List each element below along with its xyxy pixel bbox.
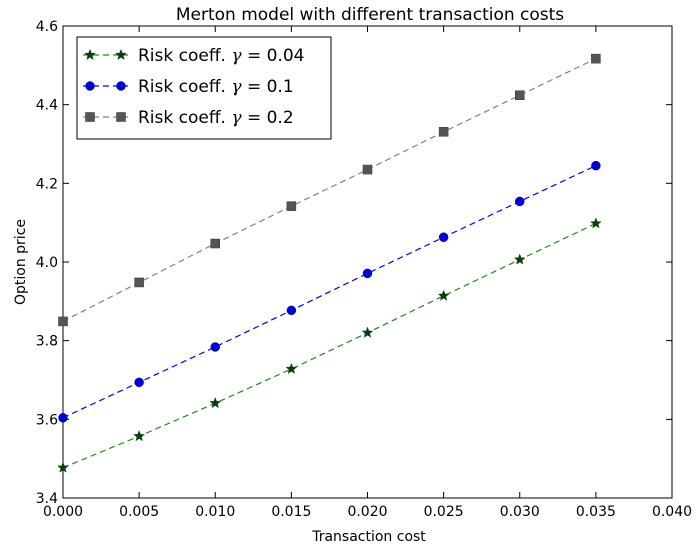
series-lines bbox=[62, 58, 597, 469]
data-point bbox=[515, 90, 525, 100]
legend-label-prefix: Risk coeff. bbox=[138, 108, 231, 128]
x-tick-label: 0.035 bbox=[576, 504, 616, 520]
legend-label-suffix: = 0.2 bbox=[242, 108, 294, 128]
series-markers bbox=[57, 53, 602, 473]
x-tick-label: 0.030 bbox=[500, 504, 540, 520]
data-point bbox=[362, 164, 373, 175]
data-point bbox=[210, 238, 220, 249]
data-point bbox=[438, 232, 449, 242]
x-tick-label: 0.040 bbox=[652, 504, 692, 520]
legend-label: Risk coeff. γ = 0.1 bbox=[138, 77, 294, 97]
data-point bbox=[285, 362, 298, 375]
legend-label: Risk coeff. γ = 0.2 bbox=[138, 108, 294, 128]
y-tick-label: 4.0 bbox=[36, 255, 58, 271]
data-point bbox=[589, 217, 602, 229]
legend-marker-end bbox=[116, 81, 126, 91]
x-tick-label: 0.010 bbox=[195, 504, 235, 520]
data-point bbox=[515, 196, 525, 207]
data-point bbox=[134, 277, 144, 288]
data-point bbox=[438, 127, 449, 137]
y-tick-label: 4.4 bbox=[36, 98, 58, 114]
data-point bbox=[57, 461, 69, 473]
x-tick-label: 0.025 bbox=[424, 504, 464, 520]
data-point bbox=[513, 253, 526, 265]
y-tick-label: 4.6 bbox=[36, 19, 58, 35]
x-tick-label: 0.015 bbox=[271, 504, 311, 520]
data-point bbox=[134, 377, 144, 388]
data-point bbox=[210, 342, 220, 352]
chart-title: Merton model with different transaction … bbox=[176, 5, 564, 25]
legend-marker-end bbox=[116, 112, 126, 122]
legend-label-suffix: = 0.1 bbox=[242, 77, 294, 97]
legend-label-symbol: γ bbox=[231, 46, 242, 66]
legend-label-prefix: Risk coeff. bbox=[138, 77, 231, 97]
data-point bbox=[286, 201, 297, 211]
data-point bbox=[591, 160, 601, 171]
data-point bbox=[209, 396, 222, 409]
y-axis-label: Option price bbox=[13, 219, 29, 305]
x-tick-label: 0.005 bbox=[119, 504, 159, 520]
series-line-1 bbox=[62, 222, 597, 469]
x-tick-label: 0.020 bbox=[347, 504, 387, 520]
x-axis-label: Transaction cost bbox=[311, 529, 426, 545]
data-point bbox=[58, 413, 68, 423]
legend-label: Risk coeff. γ = 0.04 bbox=[138, 46, 304, 66]
series-line-2 bbox=[62, 165, 597, 419]
legend-label-prefix: Risk coeff. bbox=[138, 46, 231, 66]
series-line-3 bbox=[62, 58, 597, 322]
y-tick-label: 3.6 bbox=[36, 412, 58, 428]
legend-marker-start bbox=[85, 112, 95, 122]
legend-marker-start bbox=[84, 48, 96, 61]
x-tick-label: 0.000 bbox=[43, 504, 83, 520]
data-point bbox=[361, 326, 374, 338]
y-tick-label: 3.8 bbox=[36, 334, 58, 350]
y-tick-label: 4.2 bbox=[36, 176, 58, 192]
y-tick-label: 3.4 bbox=[36, 491, 58, 507]
legend-label-symbol: γ bbox=[231, 77, 242, 97]
data-point bbox=[133, 430, 146, 442]
legend-label-suffix: = 0.04 bbox=[242, 46, 305, 66]
data-point bbox=[286, 305, 297, 316]
data-point bbox=[362, 268, 373, 279]
axis-ticks: 0.000 0.005 0.010 0.015 0.020 0.025 0.030 0.035… bbox=[36, 19, 692, 520]
data-point bbox=[437, 289, 450, 301]
legend-marker-start bbox=[85, 81, 95, 91]
data-point bbox=[58, 316, 68, 327]
legend-marker-end bbox=[115, 48, 127, 61]
legend-label-symbol: γ bbox=[231, 108, 242, 128]
data-point bbox=[591, 53, 601, 64]
